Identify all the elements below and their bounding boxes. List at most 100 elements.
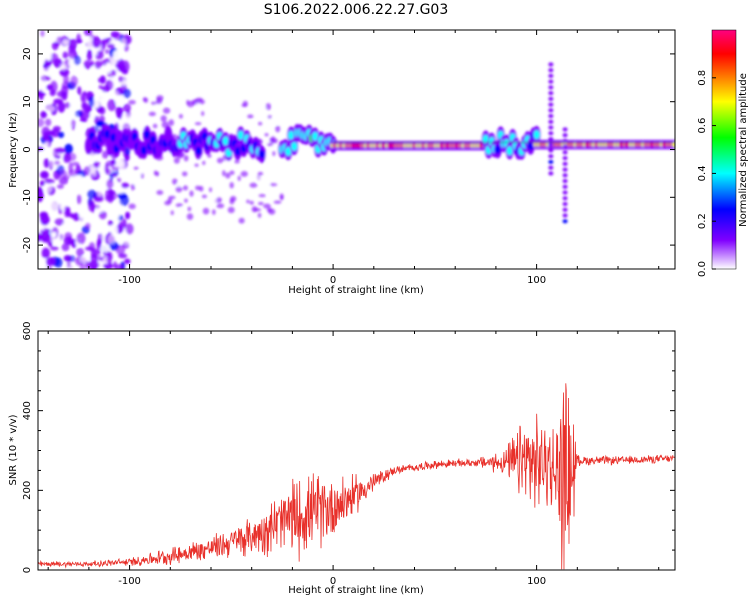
snr-x-label: Height of straight line (km)	[288, 585, 424, 596]
spectrogram-noise-cell	[92, 182, 103, 187]
spectrogram-noise-cell	[116, 177, 122, 183]
snr-frame	[37, 330, 676, 571]
spectrogram-y-tick-label: -20	[22, 237, 33, 253]
spectrogram-noise-cell	[67, 30, 74, 39]
spectrogram-noise-cell	[45, 57, 52, 68]
spectrogram-spike-cell	[548, 125, 554, 130]
spectrogram-noise-cell	[93, 161, 101, 169]
spectrogram-noise-cell	[105, 168, 112, 175]
spectrogram-x-tick-label: 0	[330, 275, 336, 286]
spectrogram-noise-cell	[173, 157, 180, 164]
spectrogram-noise-cell	[257, 201, 264, 206]
spectrogram-noise-cell	[263, 203, 271, 209]
spectrogram-noise-cell	[77, 86, 82, 96]
spectrogram-noise-cell	[77, 123, 85, 132]
spectrogram-noise-cell	[61, 243, 70, 252]
spectrogram-noise-cell	[54, 160, 61, 166]
colorbar-tick-label: 0.2	[697, 213, 708, 229]
spectrogram-noise-cell	[75, 175, 82, 181]
spectrogram-noise-cell	[143, 97, 149, 103]
spectrogram-noise-cell	[152, 123, 158, 129]
spectrogram-spike-cell	[562, 138, 568, 143]
spectrogram-noise-cell	[259, 106, 268, 110]
spectrogram-noise-cell	[258, 194, 266, 198]
spectrogram-spike-cell	[548, 62, 554, 67]
spectrogram-spike-cell	[548, 85, 554, 90]
spectrogram-spike-cell	[548, 148, 554, 153]
spectrogram-noise-cell	[39, 264, 47, 269]
spectrogram-noise-cell	[184, 198, 188, 203]
spectrogram-noise-cell	[265, 103, 272, 111]
spectrogram-noise-cell	[177, 182, 182, 187]
spectrogram-noise-cell	[271, 118, 280, 125]
spectrogram-noise-cell	[187, 206, 192, 212]
spectrogram-noise-cell	[175, 186, 183, 193]
spectrogram-noise-cell	[57, 131, 65, 139]
spectrogram-noise-cell	[78, 212, 85, 219]
spectrogram-noise-cell	[212, 197, 218, 204]
spectrogram-noise-cell	[71, 161, 80, 166]
spectrogram-y-tick-label: -10	[22, 189, 33, 205]
spectrogram-noise-cell	[38, 91, 42, 98]
spectrogram-noise-cell	[45, 105, 56, 113]
spectrogram-noise-cell	[105, 49, 110, 54]
spectrogram-noise-cell	[55, 147, 65, 154]
spectrogram-noise-cell	[114, 216, 119, 225]
spectrogram-carrier-core	[482, 134, 489, 144]
spectrogram-noise-cell	[202, 160, 206, 166]
spectrogram-noise-cell	[229, 170, 235, 175]
spectrogram-spike-cell	[548, 96, 554, 101]
spectrogram-noise-cell	[229, 181, 234, 189]
snr-x-tick-label: 0	[330, 576, 336, 587]
spectrogram-spike-cell	[562, 167, 568, 172]
spectrogram-noise-cell	[124, 258, 131, 265]
spectrogram-noise-cell	[175, 203, 183, 208]
spectrogram-noise-cell	[63, 205, 69, 218]
spectrogram-noise-cell	[41, 247, 51, 259]
spectrogram-noise-cell	[270, 136, 276, 143]
spectrogram-spike-cell	[548, 114, 554, 119]
spectrogram-noise-cell	[194, 163, 199, 167]
spectrogram-carrier-core	[258, 149, 265, 159]
spectrogram-noise-cell	[64, 102, 71, 109]
spectrogram-noise-cell	[182, 185, 189, 191]
spectrogram-noise-cell	[201, 194, 208, 199]
spectrogram-noise-cell	[246, 199, 250, 204]
spectrogram-carrier-core	[104, 129, 111, 139]
spectrogram-noise-cell	[65, 190, 71, 200]
spectrogram-noise-cell	[110, 224, 118, 236]
snr-series-line	[38, 383, 675, 570]
spectrogram-spike-cell	[548, 73, 554, 78]
spectrogram-noise-cell	[98, 210, 107, 220]
spectrogram-noise-cell	[122, 88, 131, 99]
spectrogram-noise-cell	[258, 121, 263, 126]
spectrogram-noise-cell	[104, 188, 115, 200]
spectrogram-noise-cell	[79, 263, 86, 269]
spectrogram-noise-cell	[230, 195, 237, 202]
snr-x-tick-label: 100	[527, 576, 546, 587]
spectrogram-spike-cell	[548, 108, 554, 113]
spectrogram-spike-cell	[562, 190, 568, 195]
spectrogram-noise-cell	[122, 218, 127, 229]
spectrogram-carrier-core	[291, 141, 298, 151]
spectrogram-noise-cell	[133, 166, 139, 170]
spectrogram-noise-cell	[128, 100, 136, 105]
spectrogram-noise-cell	[257, 176, 262, 183]
spectrogram-noise-cell	[148, 111, 156, 117]
spectrogram-noise-cell	[178, 113, 183, 119]
spectrogram-noise-cell	[172, 178, 178, 185]
spectrogram-noise-cell	[106, 179, 114, 189]
spectrogram-noise-cell	[117, 192, 127, 199]
snr-y-label: SNR (10 * v/v)	[8, 414, 19, 485]
spectrogram-noise-cell	[53, 98, 64, 105]
spectrogram-spike-cell	[562, 179, 568, 184]
spectrogram-noise-cell	[115, 106, 124, 116]
spectrogram-noise-cell	[85, 105, 92, 113]
spectrogram-spike-cell	[548, 171, 554, 176]
spectrogram-noise-cell	[70, 75, 78, 87]
spectrogram-noise-cell	[210, 122, 219, 129]
spectrogram-noise-cell	[39, 180, 45, 187]
spectrogram-noise-cell	[48, 241, 53, 248]
spectrogram-carrier-core	[533, 130, 540, 140]
